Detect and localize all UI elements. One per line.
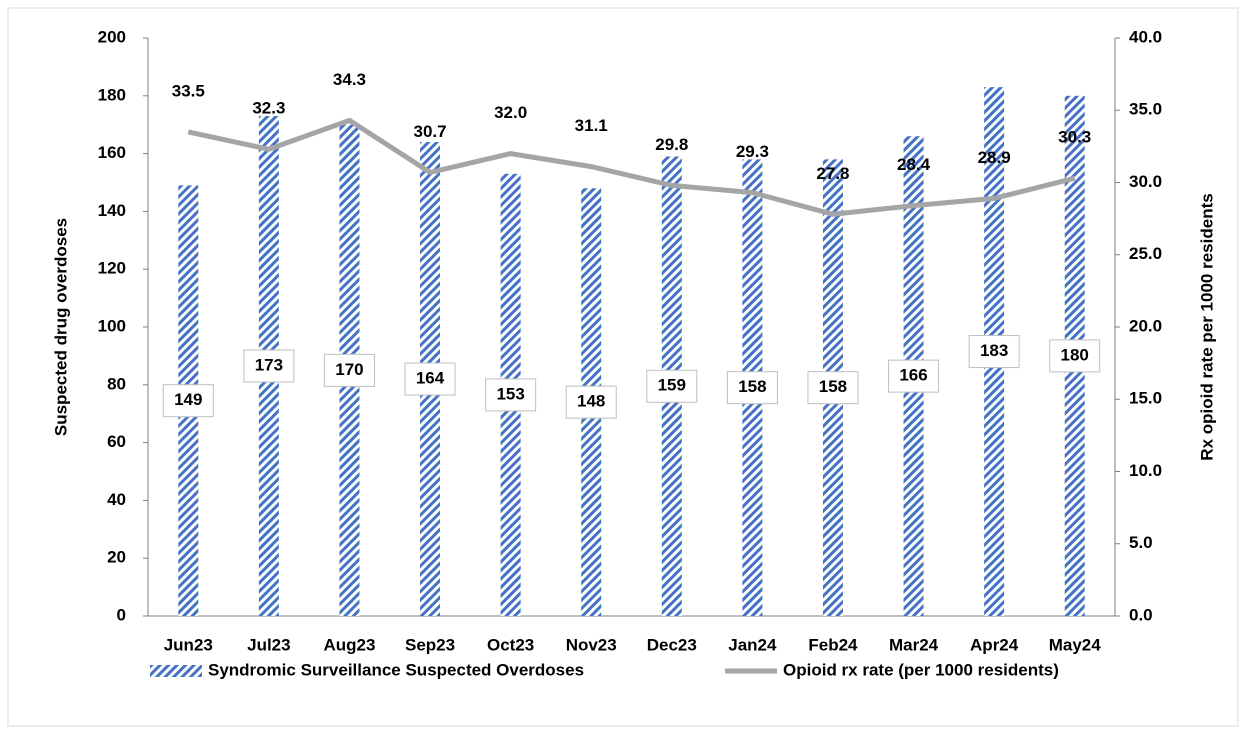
data-label-box: [807, 371, 859, 405]
line: [187, 117, 1076, 217]
x-tick-label: Jun23: [164, 635, 213, 654]
y-tick-label: 80: [107, 374, 126, 393]
data-label: 173: [255, 355, 283, 374]
y-tick-label: 140: [98, 201, 126, 220]
y-tick-label: 20: [107, 548, 126, 567]
data-label: 170: [335, 360, 363, 379]
y-axis-title: Suspected drug overdoses: [51, 218, 70, 436]
data-label-box: [243, 349, 295, 383]
data-label: 164: [416, 369, 445, 388]
data-label: 28.9: [978, 148, 1011, 167]
data-label: 30.7: [413, 122, 446, 141]
data-label: 33.5: [172, 81, 205, 100]
data-label: 159: [658, 376, 686, 395]
y-tick-label: 60: [107, 432, 126, 451]
x-tick-label: Aug23: [323, 635, 375, 654]
y2-tick-label: 40.0: [1129, 27, 1162, 46]
data-label-box: [968, 335, 1020, 369]
y2-axis-title: Rx opioid rate per 1000 residents: [1197, 193, 1216, 460]
data-label: 32.3: [252, 99, 285, 118]
data-label: 29.8: [655, 135, 688, 154]
data-label: 166: [899, 366, 927, 385]
x-tick-label: Nov23: [566, 635, 617, 654]
y-tick-label: 100: [98, 316, 126, 335]
data-label: 29.3: [736, 142, 769, 161]
data-label-box: [323, 353, 375, 387]
y-tick-label: 180: [98, 85, 126, 104]
data-label: 158: [738, 377, 766, 396]
data-label: 28.4: [897, 155, 931, 174]
y-tick-label: 160: [98, 143, 126, 162]
data-label-box: [565, 385, 617, 419]
legend-label: Syndromic Surveillance Suspected Overdos…: [208, 660, 584, 679]
y-tick-label: 40: [107, 490, 126, 509]
data-label: 158: [819, 377, 847, 396]
y-tick-label: 120: [98, 259, 126, 278]
data-label: 31.1: [575, 116, 608, 135]
x-tick-label: Dec23: [647, 635, 697, 654]
y2-tick-label: 5.0: [1129, 533, 1153, 552]
data-label-box: [888, 359, 940, 393]
legend-label: Opioid rx rate (per 1000 residents): [783, 660, 1059, 679]
y2-tick-label: 15.0: [1129, 389, 1162, 408]
y2-tick-label: 25.0: [1129, 244, 1162, 263]
data-label: 149: [174, 390, 202, 409]
x-tick-label: Jul23: [247, 635, 290, 654]
y2-tick-label: 30.0: [1129, 172, 1162, 191]
data-label: 183: [980, 341, 1008, 360]
data-label: 30.3: [1058, 128, 1091, 147]
x-tick-label: May24: [1049, 635, 1102, 654]
y2-tick-label: 0.0: [1129, 605, 1153, 624]
y2-tick-label: 10.0: [1129, 461, 1162, 480]
data-label-box: [404, 362, 456, 396]
y2-tick-label: 20.0: [1129, 316, 1162, 335]
data-label: 34.3: [333, 70, 366, 89]
x-tick-label: Mar24: [889, 635, 939, 654]
x-tick-label: Oct23: [487, 635, 534, 654]
x-tick-label: Apr24: [970, 635, 1019, 654]
y2-tick-label: 35.0: [1129, 100, 1162, 119]
data-label-box: [485, 378, 537, 412]
y-tick-label: 0: [117, 605, 126, 624]
x-tick-label: Jan24: [728, 635, 777, 654]
chart-border: [7, 7, 1239, 727]
data-label: 32.0: [494, 103, 527, 122]
data-label: 180: [1061, 345, 1089, 364]
data-label: 148: [577, 392, 605, 411]
data-label: 153: [496, 384, 524, 403]
data-label-box: [1049, 339, 1101, 373]
x-tick-label: Feb24: [808, 635, 858, 654]
data-label-box: [646, 369, 698, 403]
y-tick-label: 200: [98, 27, 126, 46]
data-label-box: [726, 371, 778, 405]
x-tick-label: Sep23: [405, 635, 455, 654]
data-label: 27.8: [816, 164, 849, 183]
data-label-box: [162, 384, 214, 418]
legend-swatch: [150, 665, 202, 677]
